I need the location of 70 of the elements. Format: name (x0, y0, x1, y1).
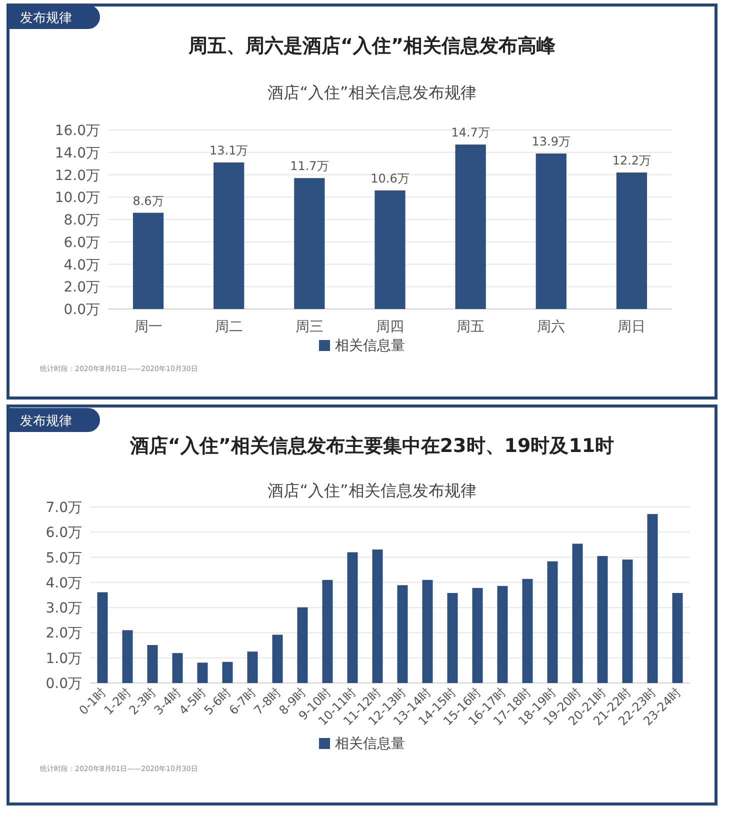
y-tick-label: 6.0万 (64, 234, 100, 251)
bar (297, 607, 308, 683)
legend-label: 相关信息量 (335, 338, 405, 354)
bar (374, 190, 406, 309)
data-label: 10.6万 (370, 171, 410, 186)
x-tick-label: 周六 (537, 319, 566, 335)
y-tick-label: 4.0万 (46, 575, 82, 592)
bar (536, 153, 566, 309)
bar (455, 144, 486, 309)
data-label: 13.1万 (210, 143, 248, 158)
y-tick-label: 6.0万 (46, 525, 82, 542)
bar (247, 652, 258, 683)
y-tick-label: 0.0万 (46, 676, 82, 692)
y-tick-label: 2.0万 (46, 626, 82, 642)
data-label: 13.9万 (532, 134, 570, 148)
y-tick-label: 4.0万 (64, 257, 100, 274)
bar (132, 212, 164, 309)
bar (172, 653, 183, 683)
bar (272, 634, 283, 683)
bar (672, 592, 683, 683)
y-tick-label: 2.0万 (64, 280, 100, 296)
bar (372, 549, 383, 683)
x-tick-label: 周二 (214, 319, 243, 335)
chart-subtitle: 酒店“入住”相关信息发布规律 (268, 83, 476, 102)
bar (222, 662, 233, 683)
text: 发布规律 (20, 414, 72, 429)
x-tick-label: 周四 (376, 319, 404, 335)
bar (472, 588, 483, 683)
bar (547, 561, 558, 683)
x-tick-label: 周五 (456, 319, 485, 335)
chart-subtitle: 酒店“入住”相关信息发布规律 (268, 481, 476, 500)
bar (597, 556, 608, 683)
bar (397, 585, 408, 683)
bar (622, 560, 633, 683)
chart-title: 周五、周六是酒店“入住”相关信息发布高峰 (188, 35, 556, 57)
x-tick-label: 周三 (295, 319, 324, 335)
y-tick-label: 0.0万 (64, 302, 100, 318)
y-tick-label: 7.0万 (46, 500, 82, 516)
bar (422, 580, 433, 683)
chart-title: 酒店“入住”相关信息发布主要集中在23时、19时及11时 (128, 435, 614, 457)
y-tick-label: 16.0万 (54, 123, 100, 139)
y-tick-label: 12.0万 (54, 168, 100, 184)
bar (294, 178, 325, 309)
data-label: 14.7万 (451, 126, 490, 140)
x-tick-label: 周日 (618, 319, 646, 335)
legend-label: 相关信息量 (335, 736, 405, 752)
x-tick-label: 周一 (134, 319, 162, 335)
bar (147, 645, 158, 683)
data-label: 12.2万 (612, 154, 652, 168)
bar (647, 514, 658, 683)
bar (616, 172, 648, 309)
bar (214, 162, 244, 309)
y-tick-label: 3.0万 (46, 600, 82, 617)
bar (497, 586, 508, 683)
y-tick-label: 5.0万 (46, 550, 82, 566)
bar (572, 544, 583, 683)
y-tick-label: 8.0万 (64, 212, 100, 228)
y-tick-label: 14.0万 (54, 145, 100, 162)
y-tick-label: 10.0万 (54, 190, 100, 206)
bar (322, 580, 333, 683)
bar (347, 552, 358, 683)
bar (522, 578, 533, 683)
y-tick-label: 1.0万 (46, 650, 82, 667)
text: 发布规律 (20, 11, 72, 26)
data-label: 11.7万 (290, 159, 329, 174)
data-label: 8.6万 (132, 194, 164, 208)
bar (97, 592, 108, 683)
bar (447, 592, 458, 683)
bar (197, 662, 208, 683)
bar (122, 630, 133, 683)
